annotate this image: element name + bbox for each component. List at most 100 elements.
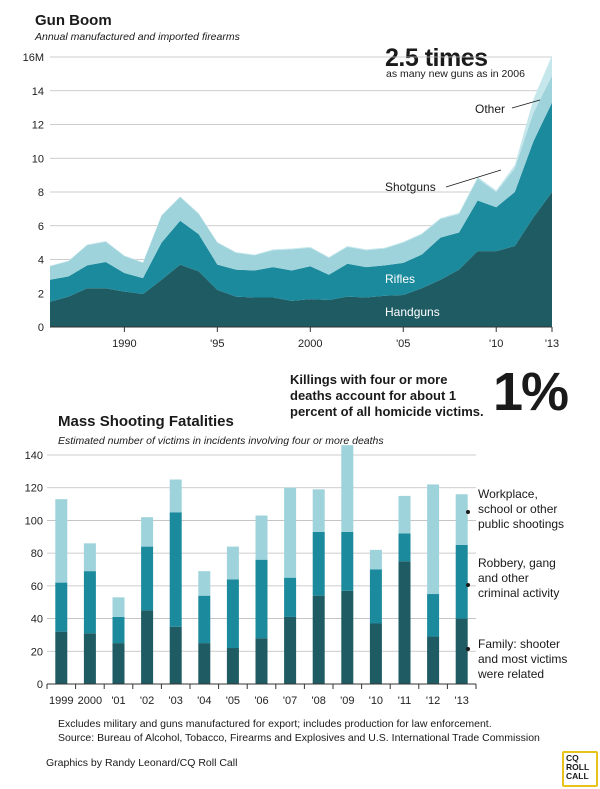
bar-segment-workplace (284, 487, 297, 578)
bar-segment-robbery (112, 616, 125, 644)
y-tick-label: 14 (32, 86, 44, 98)
x-tick-label: '12 (426, 695, 440, 707)
legend-family-marker (466, 647, 470, 651)
chart-title-gun-boom: Gun Boom (35, 12, 112, 29)
legend-family-label: and most victims (478, 652, 567, 666)
y-tick-label: 0 (37, 679, 43, 691)
bar-segment-family (169, 626, 182, 684)
y-tick-label: 8 (38, 187, 44, 199)
bar-segment-robbery (427, 594, 440, 637)
legend-workplace-marker (466, 510, 470, 514)
y-tick-label: 10 (32, 153, 44, 165)
bar-segment-workplace (341, 445, 354, 532)
y-tick-label: 2 (38, 288, 44, 300)
bar-segment-workplace (112, 597, 125, 617)
bar-segment-workplace (455, 494, 468, 545)
x-tick-label: '10 (369, 695, 383, 707)
chart-subtitle-mass-shooting: Estimated number of victims in incidents… (58, 435, 384, 447)
bar-segment-workplace (55, 499, 68, 583)
bar-segment-workplace (398, 495, 411, 534)
annotation-text: as many new guns as in 2006 (386, 68, 525, 80)
chart-subtitle-gun-boom: Annual manufactured and imported firearm… (35, 31, 240, 43)
series-label-other: Other (475, 102, 505, 116)
bar-segment-family (312, 595, 325, 684)
bar-segment-robbery (169, 512, 182, 627)
bar-segment-family (112, 643, 125, 684)
bar-segment-family (427, 636, 440, 684)
cq-roll-call-logo: CQ ROLL CALL (562, 751, 598, 787)
credit-text: Graphics by Randy Leonard/CQ Roll Call (46, 757, 238, 769)
series-label-shotguns: Shotguns (385, 180, 436, 194)
bar-segment-workplace (312, 489, 325, 532)
bar-segment-family (284, 616, 297, 684)
logo-line-3: CALL (566, 771, 589, 781)
bar-segment-family (198, 643, 211, 684)
bar-segment-workplace (169, 479, 182, 513)
area-series-rifles (50, 102, 552, 302)
legend-robbery-marker (466, 583, 470, 587)
x-tick-label: '02 (140, 695, 154, 707)
x-tick-label: '06 (254, 695, 268, 707)
y-tick-label: 60 (31, 581, 43, 593)
bar-segment-robbery (141, 546, 154, 611)
bar-segment-family (55, 631, 68, 684)
logo-line-2: ROLL (566, 762, 590, 772)
logo-line-1: CQ (566, 753, 579, 763)
series-label-handguns: Handguns (385, 305, 440, 319)
bar-segment-family (141, 610, 154, 684)
legend-workplace-label: Workplace, (478, 487, 538, 501)
bar-segment-workplace (226, 546, 239, 580)
legend-workplace-label: school or other (478, 502, 557, 516)
bar-segment-robbery (55, 582, 68, 632)
y-tick-label: 0 (38, 322, 44, 334)
other-leader-line (511, 99, 541, 109)
x-tick-label: 2000 (78, 695, 102, 707)
x-tick-label: 2000 (298, 338, 322, 350)
gun-boom-area-chart: 0 2 4 6 8 10 12 14 16M 1990 '95 2000 '05 '10 '13 Handgu… (23, 52, 560, 350)
y-tick-label: 80 (31, 548, 43, 560)
x-tick-label: '01 (111, 695, 125, 707)
callout-value: 1% (493, 362, 569, 422)
y-tick-label: 4 (38, 255, 44, 267)
bar-segment-family (341, 590, 354, 684)
legend-robbery-label: criminal activity (478, 586, 559, 600)
series-label-rifles: Rifles (385, 272, 415, 286)
bar-segment-workplace (141, 517, 154, 547)
footnote-text: Excludes military and guns manufactured … (58, 718, 492, 730)
bar-segment-robbery (398, 533, 411, 562)
bar-segment-family (255, 638, 268, 684)
y-tick-label: 120 (25, 483, 43, 495)
area-series-handguns (50, 192, 552, 327)
x-tick-label: '03 (169, 695, 183, 707)
bar-segment-robbery (83, 571, 96, 634)
bar-segment-family (455, 618, 468, 684)
annotation-value: 2.5 times (385, 44, 488, 72)
y-tick-label: 16M (23, 52, 44, 64)
x-tick-label: '09 (340, 695, 354, 707)
x-tick-label: '08 (312, 695, 326, 707)
legend-family-label: were related (477, 667, 544, 681)
bar-segment-workplace (427, 484, 440, 595)
y-tick-label: 100 (25, 515, 43, 527)
chart-title-mass-shooting: Mass Shooting Fatalities (58, 413, 234, 430)
bar-segment-robbery (341, 531, 354, 591)
x-tick-label: 1990 (112, 338, 136, 350)
y-tick-label: 40 (31, 614, 43, 626)
bar-segment-robbery (312, 531, 325, 596)
y-tick-label: 12 (32, 120, 44, 132)
x-tick-label: '04 (197, 695, 211, 707)
x-tick-label: '13 (545, 338, 559, 350)
callout-text: Killings with four or more deaths accoun… (290, 372, 484, 419)
legend-workplace-label: public shootings (478, 517, 564, 531)
legend-robbery-label: and other (478, 571, 529, 585)
y-tick-label: 6 (38, 221, 44, 233)
bar-segment-workplace (369, 549, 382, 570)
x-tick-label: '05 (396, 338, 410, 350)
bar-segment-family (369, 623, 382, 684)
x-tick-label: '95 (210, 338, 224, 350)
x-tick-label: '05 (226, 695, 240, 707)
legend-family-label: Family: shooter (478, 637, 560, 651)
bar-segment-robbery (455, 544, 468, 619)
bar-segment-robbery (226, 579, 239, 649)
bar-segment-family (83, 633, 96, 684)
